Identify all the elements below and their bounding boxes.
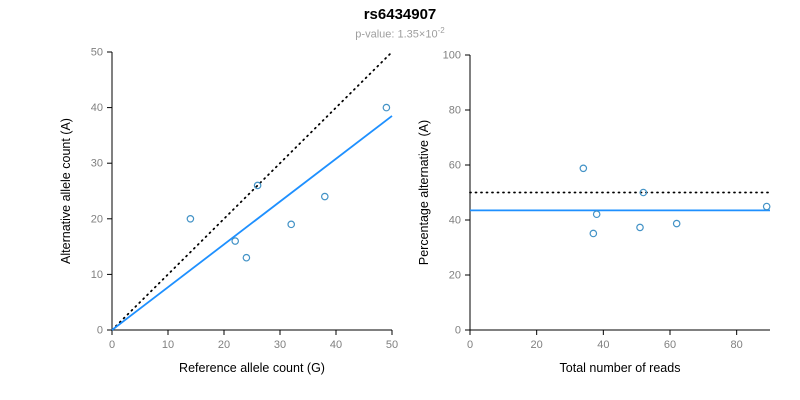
y-tick-label: 20: [449, 270, 461, 282]
y-axis-title: Percentage alternative (A): [417, 120, 431, 265]
y-tick-label: 0: [97, 325, 103, 337]
data-point: [592, 210, 601, 219]
y-tick-label: 30: [91, 158, 103, 170]
scatter-allele-counts: 0 10 20 30 40 50 0 10 20 30 40 50 Reference allele c…: [59, 47, 398, 376]
y-tick-label: 10: [91, 269, 103, 281]
data-point: [589, 229, 598, 238]
y-tick-label: 60: [449, 160, 461, 172]
y-tick-label: 80: [449, 105, 461, 117]
p-value-text: p-value: 1.35×10: [355, 28, 438, 41]
identity-line: [111, 51, 393, 331]
y-tick-label: 100: [443, 50, 461, 62]
fit-line: [111, 115, 393, 331]
data-point: [287, 220, 296, 229]
y-tick-label: 50: [91, 47, 103, 59]
plot-header: rs6434907 p-value: 1.35×10-2: [0, 6, 800, 42]
y-axis-title: Alternative allele count (A): [59, 118, 73, 264]
data-point: [762, 202, 771, 211]
data-point: [636, 223, 644, 232]
x-tick-label: 40: [330, 339, 342, 351]
data-point: [231, 237, 240, 245]
x-tick-label: 50: [386, 339, 398, 351]
y-tick-label: 40: [449, 215, 461, 227]
x-tick-label: 80: [731, 339, 743, 351]
x-tick-label: 40: [597, 339, 609, 351]
x-tick-label: 0: [467, 339, 473, 351]
data-point: [242, 253, 251, 262]
x-tick-label: 60: [664, 339, 676, 351]
plot-title: rs6434907: [363, 6, 437, 23]
x-tick-label: 20: [531, 339, 543, 351]
data-point: [186, 215, 195, 223]
x-tick-label: 30: [274, 339, 286, 351]
x-axis-title: Reference allele count (G): [179, 361, 325, 375]
data-point: [579, 164, 588, 173]
plot-subtitle: p-value: 1.35×10-2: [0, 26, 800, 42]
scatter-percentage-vs-reads: 0 20 40 60 80 0 20 40 60 80 100 Total number of rea…: [417, 50, 771, 375]
y-tick-label: 40: [91, 102, 103, 114]
x-tick-label: 20: [218, 339, 230, 351]
data-point: [672, 219, 681, 228]
data-point: [253, 181, 262, 190]
x-axis-title: Total number of reads: [560, 361, 681, 375]
x-tick-label: 10: [162, 339, 174, 351]
data-point: [320, 192, 329, 201]
data-point: [382, 103, 391, 112]
y-tick-label: 20: [91, 213, 103, 225]
x-tick-label: 0: [109, 339, 115, 351]
data-point: [639, 188, 648, 197]
y-tick-label: 0: [455, 325, 461, 337]
p-value-exponent: -2: [437, 25, 445, 35]
